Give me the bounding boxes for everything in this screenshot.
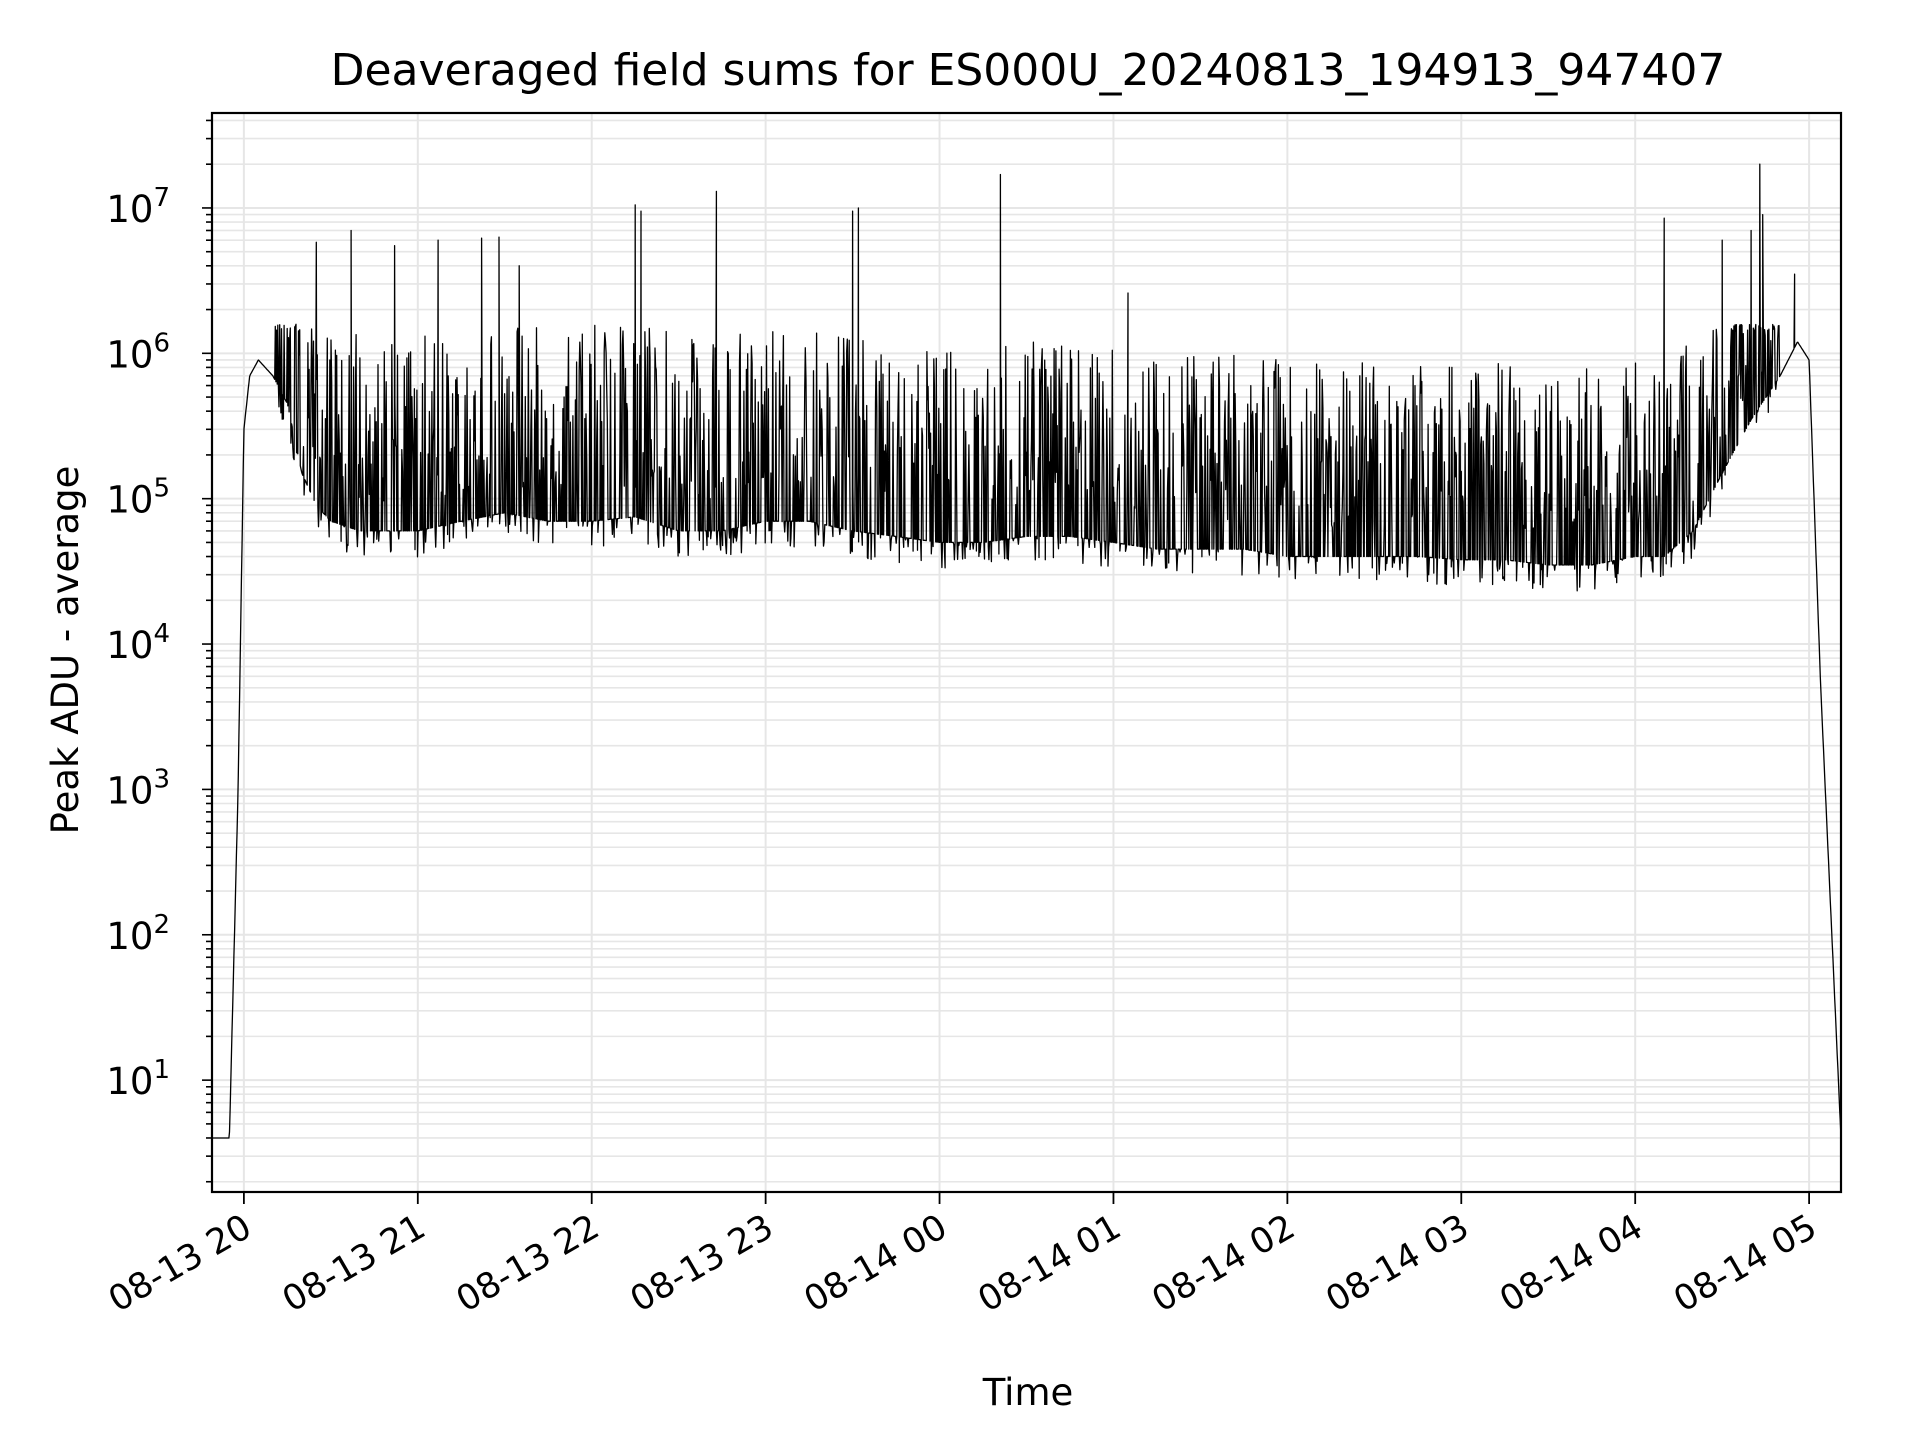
y-tick-label: 101 (106, 1055, 170, 1103)
y-tick-base: 10 (106, 624, 153, 667)
x-tick-label: 08-13 23 (624, 1207, 780, 1320)
x-axis-label: Time (982, 1371, 1074, 1414)
y-tick-exponent: 4 (153, 619, 170, 649)
x-tick-label: 08-14 00 (798, 1207, 954, 1320)
y-tick-exponent: 6 (153, 328, 170, 358)
y-tick-label: 105 (106, 474, 170, 522)
y-tick-label: 107 (106, 183, 170, 231)
series-layer (211, 163, 1842, 1139)
x-tick-label: 08-14 04 (1493, 1207, 1649, 1320)
y-tick-label: 106 (106, 328, 170, 376)
x-tick-label: 08-13 21 (276, 1207, 432, 1320)
y-axis-label: Peak ADU - average (44, 466, 87, 835)
y-tick-label: 102 (106, 910, 170, 958)
grid (212, 113, 1841, 1192)
y-tick-base: 10 (106, 333, 153, 376)
chart-title: Deaveraged field sums for ES000U_2024081… (331, 45, 1726, 96)
y-tick-label: 104 (106, 619, 170, 667)
y-tick-base: 10 (106, 479, 153, 522)
x-tick-label: 08-14 03 (1319, 1207, 1475, 1320)
x-tick-label: 08-14 01 (972, 1207, 1128, 1320)
y-tick-exponent: 1 (153, 1055, 170, 1085)
x-tick-label: 08-14 05 (1667, 1207, 1823, 1320)
x-tick-label: 08-13 22 (450, 1207, 606, 1320)
y-tick-exponent: 2 (153, 910, 170, 940)
x-tick-label: 08-13 20 (102, 1207, 258, 1320)
y-tick-exponent: 3 (153, 764, 170, 794)
x-axis: 08-13 20 08-13 21 08-13 22 08-13 23 08-14 00… (102, 1192, 1824, 1320)
plot-frame (210, 111, 1843, 1194)
y-tick-base: 10 (106, 1060, 153, 1103)
y-tick-label: 103 (106, 764, 170, 812)
y-tick-base: 10 (106, 188, 153, 231)
y-tick-base: 10 (106, 769, 153, 812)
series-line (211, 163, 1842, 1139)
y-tick-exponent: 7 (153, 183, 170, 213)
y-tick-base: 10 (106, 915, 153, 958)
x-tick-label: 08-14 02 (1146, 1207, 1302, 1320)
y-tick-exponent: 5 (153, 474, 170, 504)
